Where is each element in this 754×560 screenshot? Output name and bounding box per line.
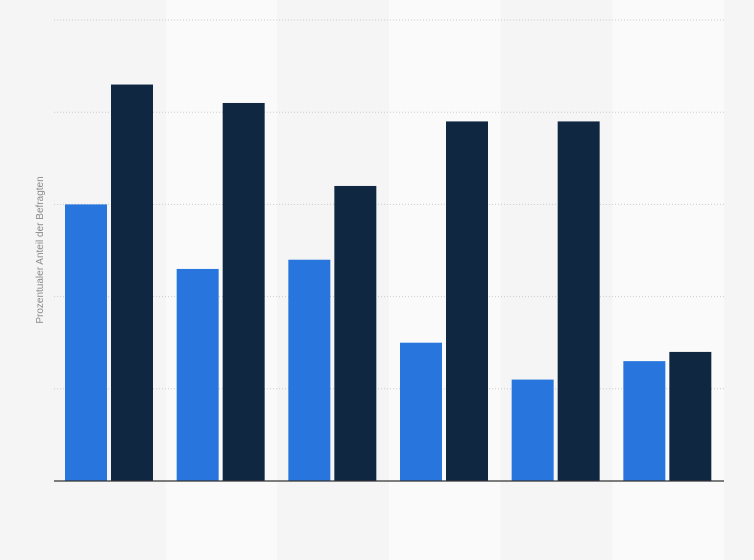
- bar-series-2-category-4[interactable]: [446, 121, 488, 482]
- bar-series-1-category-2[interactable]: [176, 268, 219, 481]
- bar-series-1-category-4[interactable]: [400, 342, 442, 481]
- gridlines: [54, 19, 724, 390]
- bar-series-2-category-2[interactable]: [222, 102, 265, 481]
- bar-series-2-category-5[interactable]: [557, 121, 600, 482]
- bar-series-2-category-1[interactable]: [111, 84, 153, 481]
- bar-series-1-category-6[interactable]: [623, 361, 666, 481]
- bar-series-2-category-3[interactable]: [334, 185, 377, 481]
- bar-series-1-category-1[interactable]: [65, 204, 107, 481]
- bars: [65, 84, 712, 482]
- bar-series-1-category-3[interactable]: [288, 259, 331, 481]
- y-axis-label: Prozentualer Anteil der Befragten: [35, 176, 46, 323]
- bar-series-1-category-5[interactable]: [511, 379, 554, 481]
- bar-series-2-category-6[interactable]: [669, 351, 712, 481]
